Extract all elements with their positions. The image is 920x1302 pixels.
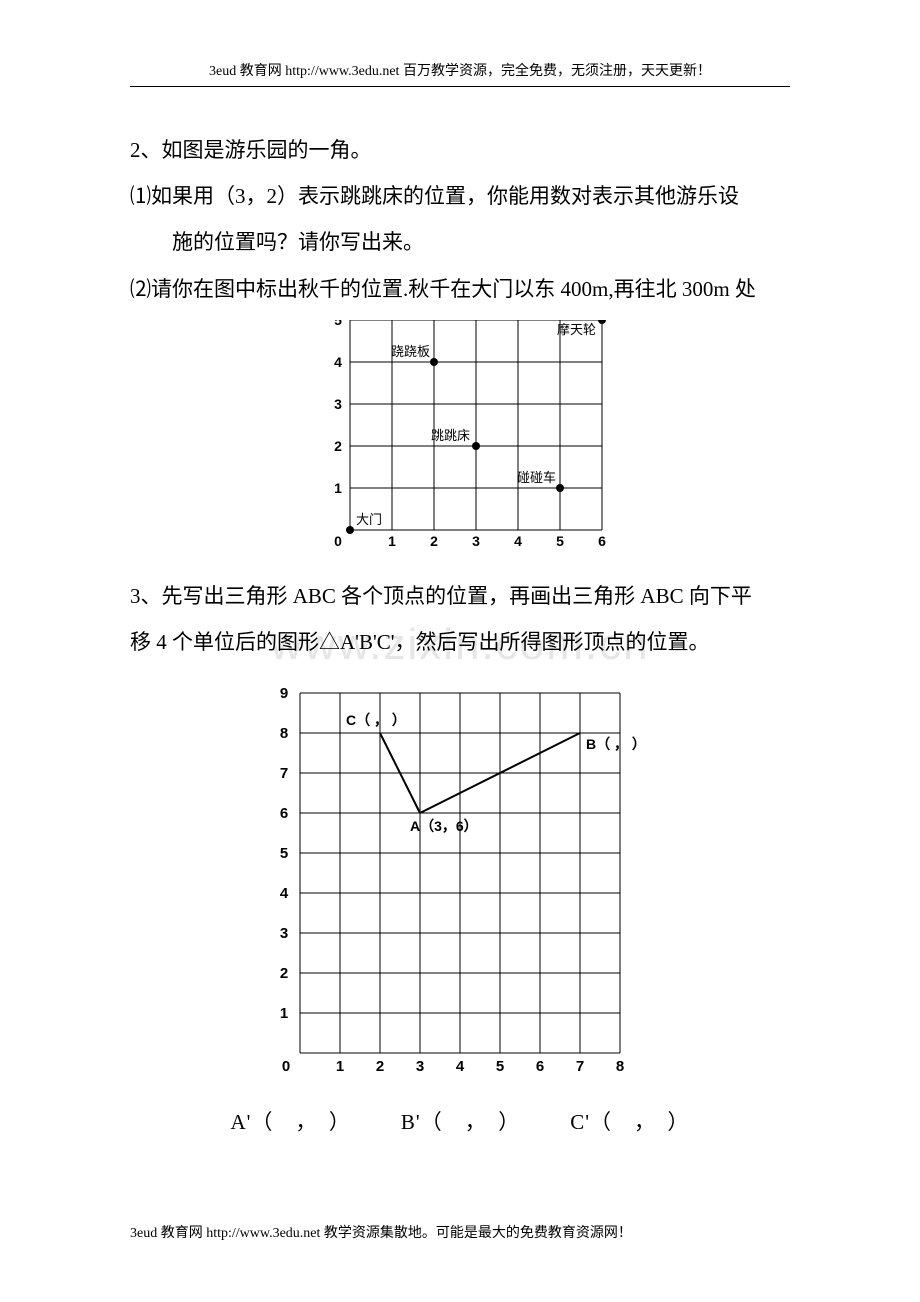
- svg-text:1: 1: [334, 480, 342, 496]
- svg-text:1: 1: [388, 533, 396, 549]
- svg-text:2: 2: [334, 438, 342, 454]
- svg-text:B（ ， ）: B（ ， ）: [586, 736, 646, 752]
- q3-chart: 0 1 2 3 4 5 6 7 8 1 2 3 4 5 6 7 8 9 C（ ， ） B（ ， ） A（3，6）: [130, 673, 790, 1078]
- q2-sub2: ⑵请你在图中标出秋千的位置.秋千在大门以东 400m,再往北 300m 处: [130, 266, 790, 312]
- svg-text:7: 7: [576, 1058, 584, 1073]
- q3-answers: A'（ ， ） B'（ ， ） C'（ ， ）: [130, 1106, 790, 1136]
- svg-text:3: 3: [472, 533, 480, 549]
- svg-text:4: 4: [334, 354, 342, 370]
- q2-sub1-line1: ⑴如果用（3，2）表示跳跳床的位置，你能用数对表示其他游乐设: [130, 173, 790, 219]
- svg-text:摩天轮: 摩天轮: [557, 322, 596, 337]
- page-footer: 3eud 教育网 http://www.3edu.net 教学资源集散地。可能是…: [130, 1222, 790, 1242]
- q2-title: 2、如图是游乐园的一角。: [130, 127, 790, 173]
- page-header: 3eud 教育网 http://www.3edu.net 百万教学资源，完全免费…: [130, 60, 790, 87]
- svg-text:5: 5: [280, 845, 288, 862]
- svg-text:跳跳床: 跳跳床: [431, 428, 470, 443]
- svg-text:8: 8: [280, 725, 288, 742]
- q2-chart: 100M012345612345大门跳跳床碰碰车跷跷板摩天轮: [130, 320, 790, 555]
- svg-text:5: 5: [334, 320, 342, 328]
- svg-text:跷跷板: 跷跷板: [391, 344, 430, 359]
- svg-text:1: 1: [280, 1005, 288, 1022]
- svg-text:5: 5: [556, 533, 564, 549]
- svg-text:5: 5: [496, 1058, 504, 1073]
- svg-text:1: 1: [336, 1058, 344, 1073]
- answer-B: B'（ ， ）: [401, 1110, 520, 1134]
- svg-text:4: 4: [514, 533, 522, 549]
- svg-text:大门: 大门: [356, 512, 382, 527]
- svg-text:4: 4: [456, 1058, 465, 1073]
- svg-text:3: 3: [280, 925, 288, 942]
- svg-text:0: 0: [282, 1058, 290, 1073]
- svg-text:0: 0: [334, 533, 342, 549]
- svg-text:9: 9: [280, 685, 288, 702]
- svg-text:碰碰车: 碰碰车: [517, 470, 556, 485]
- answer-A: A'（ ， ）: [230, 1110, 350, 1134]
- svg-text:3: 3: [416, 1058, 424, 1073]
- svg-text:6: 6: [598, 533, 606, 549]
- svg-text:C（ ， ）: C（ ， ）: [346, 712, 406, 728]
- svg-text:2: 2: [376, 1058, 384, 1073]
- q2-sub1-line2: 施的位置吗？请你写出来。: [130, 219, 790, 265]
- svg-text:7: 7: [280, 765, 288, 782]
- svg-text:A（3，6）: A（3，6）: [410, 818, 478, 834]
- svg-text:3: 3: [334, 396, 342, 412]
- q3-line2: 移 4 个单位后的图形△A'B'C'，然后写出所得图形顶点的位置。: [130, 619, 790, 665]
- svg-text:6: 6: [280, 805, 288, 822]
- svg-text:2: 2: [280, 965, 288, 982]
- svg-text:6: 6: [536, 1058, 544, 1073]
- q3-line1: 3、先写出三角形 ABC 各个顶点的位置，再画出三角形 ABC 向下平: [130, 573, 790, 619]
- svg-text:2: 2: [430, 533, 438, 549]
- svg-text:4: 4: [280, 885, 289, 902]
- svg-text:8: 8: [616, 1058, 624, 1073]
- answer-C: C'（ ， ）: [570, 1110, 689, 1134]
